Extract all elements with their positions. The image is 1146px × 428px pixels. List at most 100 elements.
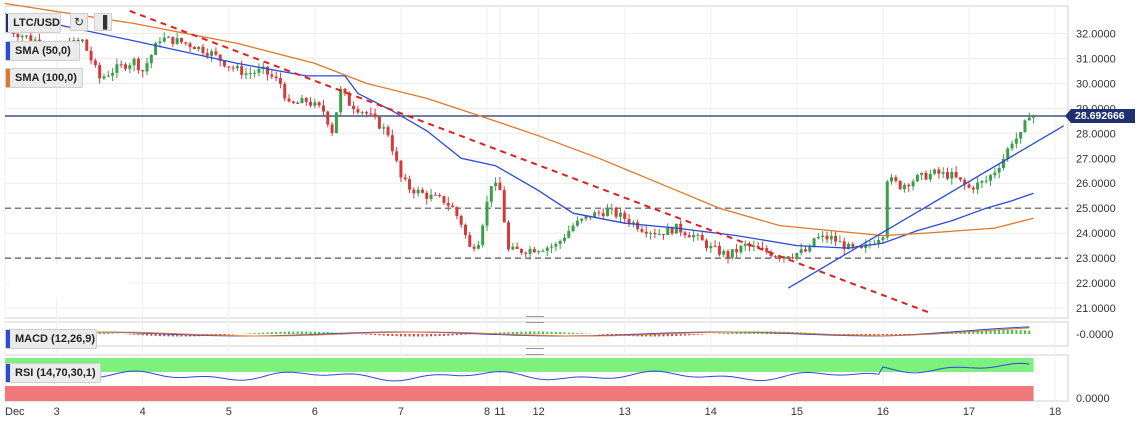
candle-body [606, 209, 609, 216]
macd-histogram-bar [258, 333, 260, 334]
candle-body [232, 68, 235, 69]
rsi-axis-label: 0.0000 [1076, 393, 1110, 405]
candle-body [765, 248, 768, 252]
macd-histogram-bar [249, 333, 251, 334]
candle-body [619, 213, 622, 217]
macd-histogram-bar [366, 334, 368, 335]
macd-histogram-bar [314, 332, 316, 334]
candle-body [907, 185, 910, 187]
macd-resize-handle[interactable] [526, 316, 544, 323]
candle-body [1032, 116, 1035, 117]
candle-body [356, 109, 359, 112]
rsi-oversold-zone [5, 386, 1034, 401]
candle-body [503, 190, 506, 222]
candle-body [662, 234, 665, 235]
y-tick-label: 31.0000 [1076, 53, 1116, 65]
candle-body [597, 212, 600, 213]
macd-histogram-bar [520, 332, 522, 334]
candle-body [511, 247, 514, 250]
candle-body [137, 59, 140, 70]
macd-label[interactable]: MACD (12,26,9) [5, 329, 97, 349]
candle-body [201, 47, 204, 53]
macd-histogram-bar [581, 333, 583, 334]
macd-histogram-bar [452, 334, 454, 335]
candle-body [326, 112, 329, 125]
candle-body [133, 59, 136, 65]
candle-body [602, 213, 605, 216]
candle-body [688, 235, 691, 237]
candle-body [653, 233, 656, 234]
macd-histogram-bar [464, 334, 466, 335]
macd-histogram-bar [508, 332, 510, 334]
macd-histogram-bar [391, 334, 393, 336]
macd-histogram-bar [576, 333, 578, 334]
candle-body [731, 249, 734, 258]
macd-histogram-bar [150, 334, 152, 336]
candle-body [1015, 139, 1018, 144]
candle-body [520, 249, 523, 253]
macd-histogram-bar [443, 334, 445, 336]
candle-body [352, 106, 355, 109]
candle-body [615, 208, 618, 216]
rsi-label[interactable]: RSI (14,70,30,1) [5, 363, 101, 383]
sma50-label[interactable]: SMA (50,0) [5, 41, 80, 61]
candle-body [481, 226, 484, 245]
candle-body [787, 256, 790, 257]
macd-histogram-bar [555, 332, 557, 334]
chart-type-button[interactable]: ▐ [94, 13, 112, 31]
candle-body [916, 175, 919, 181]
x-tick-label: 13 [619, 406, 631, 418]
macd-histogram-bar [891, 334, 893, 335]
candle-body [249, 73, 252, 74]
symbol-label[interactable]: LTC/USD [5, 13, 61, 33]
macd-histogram-bar [701, 334, 703, 335]
candle-body [374, 114, 377, 117]
candle-body [120, 64, 123, 65]
candle-body [800, 249, 803, 253]
macd-histogram-bar [383, 334, 385, 336]
refresh-button[interactable]: ↻ [70, 13, 88, 31]
candle-body [275, 77, 278, 78]
candle-body [946, 172, 949, 178]
candle-body [210, 51, 213, 56]
macd-histogram-bar [572, 333, 574, 334]
candle-body [929, 174, 932, 180]
macd-histogram-bar [267, 332, 269, 334]
candle-body [158, 41, 161, 43]
candle-body [976, 183, 979, 190]
macd-histogram-bar [568, 333, 570, 334]
candle-body [150, 55, 153, 63]
macd-histogram-bar [671, 334, 673, 336]
macd-histogram-bar [688, 334, 690, 335]
candle-body [184, 42, 187, 43]
y-tick-label: 22.0000 [1076, 278, 1116, 290]
rsi-overbought-zone [5, 358, 1034, 372]
macd-histogram-bar [107, 333, 109, 334]
candle-body [933, 170, 936, 174]
candle-body [834, 236, 837, 242]
candle-body [292, 102, 295, 103]
macd-histogram-bar [374, 334, 376, 335]
candle-body [645, 232, 648, 234]
macd-histogram-bar [1024, 330, 1026, 334]
rsi-resize-handle[interactable] [526, 348, 544, 355]
sma100-label[interactable]: SMA (100,0) [5, 68, 83, 88]
candle-body [81, 40, 84, 42]
candle-body [473, 247, 476, 249]
macd-histogram-bar [434, 334, 436, 336]
candle-body [950, 172, 953, 179]
refresh-icon: ↻ [74, 15, 84, 29]
rsi-text: RSI (14,70,30,1) [15, 367, 96, 379]
macd-histogram-bar [680, 334, 682, 336]
candle-body [628, 219, 631, 224]
candle-body [610, 208, 613, 209]
candle-body [899, 181, 902, 189]
candle-body [942, 172, 945, 174]
macd-histogram-bar [895, 334, 897, 335]
candle-body [851, 244, 854, 247]
candle-body [460, 216, 463, 225]
candle-body [128, 65, 131, 69]
candle-body [894, 177, 897, 181]
